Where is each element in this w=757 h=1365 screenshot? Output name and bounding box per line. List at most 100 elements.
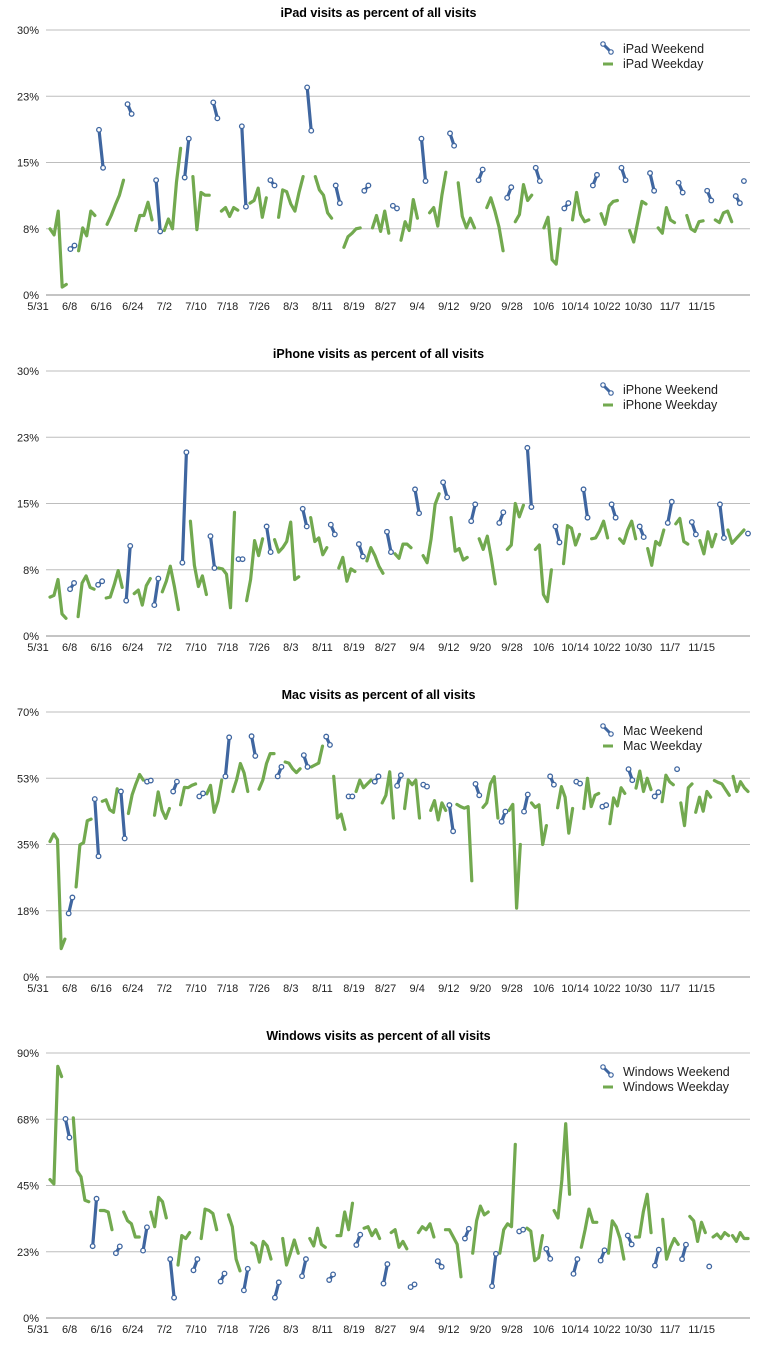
x-tick-label: 7/10 (185, 301, 206, 313)
x-tick-label: 7/2 (157, 983, 172, 995)
weekend-point (248, 733, 255, 740)
y-tick-label: 30% (17, 366, 39, 378)
weekday-line-segment (226, 1213, 242, 1273)
y-tick-label: 68% (17, 1114, 39, 1126)
weekday-line-segment (570, 190, 591, 224)
weekend-point (214, 115, 221, 122)
weekend-point (407, 1284, 414, 1291)
weekend-point (543, 1245, 550, 1252)
weekend-line-segment (242, 1267, 250, 1292)
x-tick-label: 8/19 (343, 983, 364, 995)
x-tick-label: 8/27 (375, 301, 396, 313)
weekday-line-segment (273, 520, 301, 582)
weekend-point (95, 581, 102, 588)
weekend-point (375, 773, 382, 780)
weekend-point (612, 514, 619, 521)
chart-title: iPhone visits as percent of all visits (273, 347, 484, 361)
weekday-line-segment (443, 1228, 463, 1279)
weekday-line-segment (731, 774, 750, 794)
weekend-point (275, 1279, 282, 1286)
weekend-point (67, 246, 74, 253)
legend-weekend-label: iPad Weekend (623, 42, 704, 56)
weekday-line-segment (122, 1210, 141, 1239)
x-tick-label: 8/27 (375, 642, 396, 654)
weekday-line-segment (688, 1214, 707, 1243)
weekend-point (65, 910, 72, 917)
weekday-line-segment (416, 1222, 436, 1239)
weekend-point (242, 203, 249, 210)
weekday-line-segment (281, 1236, 300, 1267)
weekday-line-segment (277, 175, 305, 219)
x-tick-label: 9/20 (470, 642, 491, 654)
weekend-point (468, 518, 475, 525)
weekend-point (99, 578, 106, 585)
weekday-line-segment (380, 770, 395, 820)
weekend-point (143, 1224, 150, 1231)
x-tick-label: 6/8 (62, 983, 77, 995)
weekend-point (170, 788, 177, 795)
series-weekday (48, 1064, 750, 1279)
y-tick-label: 0% (23, 1313, 39, 1325)
weekend-line-segment (250, 734, 257, 758)
weekend-point (479, 166, 486, 173)
weekend-point (244, 1265, 251, 1272)
weekend-point (278, 763, 285, 770)
weekend-line-segment (141, 1225, 149, 1253)
weekday-line-segment (308, 1226, 327, 1249)
weekday-line-segment (48, 209, 68, 289)
weekend-point (389, 202, 396, 209)
weekday-line-segment (245, 537, 265, 603)
legend-weekend-label: Windows Weekend (623, 1065, 730, 1079)
weekend-point (304, 763, 311, 770)
weekend-point (112, 1250, 119, 1257)
weekday-line-segment (694, 789, 713, 814)
weekday-line-segment (188, 519, 208, 597)
weekday-line-segment (713, 209, 734, 225)
x-tick-label: 11/7 (660, 642, 681, 654)
weekend-point (185, 135, 192, 142)
weekday-line-segment (399, 198, 419, 242)
weekend-point (580, 486, 587, 493)
series-weekday (48, 492, 746, 620)
weekend-line-segment (413, 487, 421, 515)
weekend-point (355, 541, 362, 548)
weekend-point (239, 556, 246, 563)
weekend-point (603, 802, 610, 809)
weekday-line-segment (337, 555, 357, 583)
weekend-line-segment (648, 171, 656, 193)
weekday-line-segment (552, 1122, 572, 1220)
weekday-line-segment (428, 170, 448, 228)
weekend-point (127, 542, 134, 549)
legend-weekend-point (608, 49, 614, 55)
x-tick-label: 9/20 (470, 301, 491, 313)
weekday-line-segment (533, 543, 554, 604)
weekend-point (440, 479, 447, 486)
weekend-point (384, 1261, 391, 1268)
weekend-point (594, 171, 600, 178)
weekend-point (336, 200, 343, 207)
weekend-line-segment (334, 183, 342, 205)
weekday-line-segment (656, 206, 677, 235)
weekend-point (740, 178, 747, 184)
weekend-point (520, 1226, 527, 1233)
weekend-point (438, 1263, 445, 1270)
weekend-point (380, 1280, 387, 1287)
weekend-point (498, 818, 505, 825)
x-tick-label: 9/4 (410, 301, 425, 313)
weekend-point (303, 523, 310, 530)
x-tick-label: 6/8 (62, 642, 77, 654)
x-tick-label: 6/16 (90, 983, 111, 995)
y-tick-label: 35% (17, 840, 39, 852)
weekend-point (388, 549, 394, 556)
x-tick-label: 8/19 (343, 642, 364, 654)
weekday-line-segment (132, 577, 152, 607)
weekend-point (547, 773, 554, 780)
weekend-point (359, 553, 366, 560)
weekday-line-segment (485, 196, 505, 253)
weekend-point (504, 194, 511, 201)
weekend-point (736, 200, 743, 207)
weekend-point (71, 242, 78, 249)
series-weekend (65, 733, 681, 917)
x-tick-label: 9/20 (470, 983, 491, 995)
weekend-point (349, 793, 356, 800)
